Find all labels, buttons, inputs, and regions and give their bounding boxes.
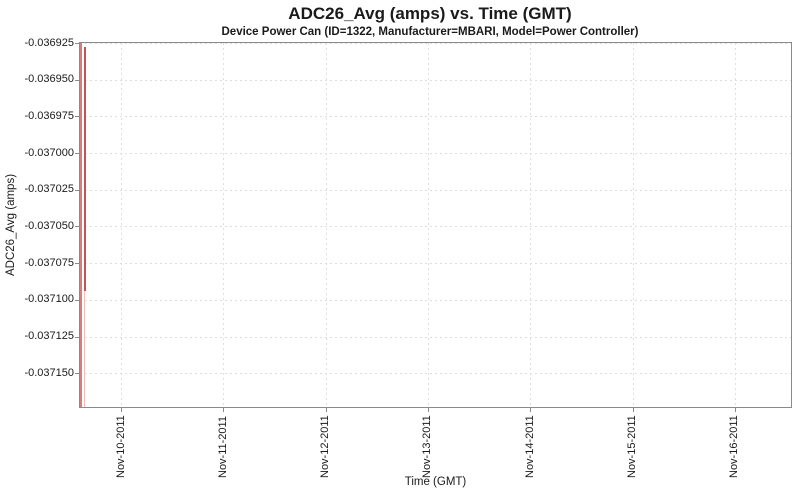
series-segment [83,291,86,407]
x-gridline [632,43,634,407]
y-tick-mark [75,116,80,118]
x-axis-label: Time (GMT) [404,476,467,488]
series-segment [80,43,83,407]
y-tick-mark [75,79,80,81]
y-gridline [80,226,791,228]
y-gridline [80,79,791,81]
y-gridline [80,336,791,338]
y-gridline [80,299,791,301]
chart-subtitle: Device Power Can (ID=1322, Manufacturer=… [221,26,639,38]
x-gridline [121,43,122,407]
y-gridline [80,189,791,191]
x-tick-mark [530,408,532,412]
y-gridline [80,263,791,265]
chart-title: ADC26_Avg (amps) vs. Time (GMT) [288,4,572,23]
series-segment [83,47,86,292]
y-tick-label: -0.036925 [24,36,74,49]
x-gridline [325,43,327,407]
y-gridline [80,116,791,118]
y-tick-mark [75,153,80,155]
x-gridline [427,43,429,407]
y-tick-label: -0.037050 [24,219,74,232]
y-tick-label: -0.037125 [24,330,74,343]
x-tick-label: Nov-12-2011 [319,415,332,478]
y-gridline [80,43,791,44]
y-tick-mark [75,373,80,375]
y-tick-label: -0.037075 [24,256,74,269]
y-tick-label: -0.036975 [24,109,74,122]
x-tick-label: Nov-15-2011 [626,415,638,478]
y-tick-mark [75,263,80,265]
x-tick-mark [632,408,634,412]
y-tick-mark [75,336,80,338]
plot-area [79,42,792,408]
x-tick-mark [325,408,327,412]
x-gridline [530,43,532,407]
x-gridline [223,43,225,407]
y-gridline [80,373,791,375]
x-tick-label: Nov-14-2011 [523,415,536,478]
x-tick-mark [734,408,736,412]
x-tick-label: Nov-16-2011 [728,415,741,478]
y-gridline [80,153,791,155]
x-tick-label: Nov-10-2011 [114,415,127,478]
y-tick-mark [75,226,80,228]
y-tick-label: -0.037150 [24,366,74,379]
x-tick-label: Nov-13-2011 [421,415,434,478]
x-tick-mark [427,408,429,412]
y-tick-mark [75,299,80,301]
x-tick-mark [121,408,122,412]
y-tick-label: -0.037025 [24,183,74,196]
y-tick-mark [75,43,80,44]
x-gridline [734,43,736,407]
y-tick-mark [75,189,80,191]
y-tick-label: -0.037100 [24,293,74,306]
x-tick-label: Nov-11-2011 [216,416,229,478]
y-tick-label: -0.037000 [24,146,74,159]
y-tick-label: -0.036950 [24,73,74,86]
x-tick-mark [223,408,225,412]
